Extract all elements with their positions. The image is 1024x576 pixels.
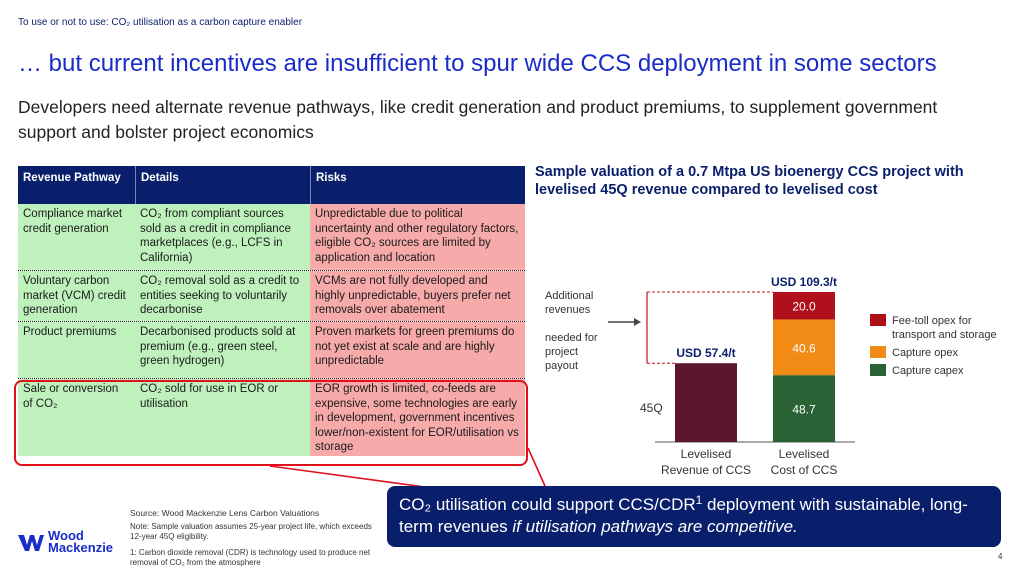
- revenue-series-label: 45Q: [640, 401, 663, 415]
- header-risks: Risks: [310, 166, 525, 204]
- slide-subhead: Developers need alternate revenue pathwa…: [18, 97, 938, 142]
- legend-swatch: [870, 346, 886, 358]
- callout-text-b: deployment with sustainable, long-term r…: [399, 495, 968, 536]
- total-label: USD 57.4/t: [676, 346, 735, 360]
- cell-risks: EOR growth is limited, co-feeds are expe…: [310, 379, 525, 456]
- legend-label: Capture opex: [892, 347, 959, 359]
- cell-details: CO₂ from compliant sources sold as a cre…: [135, 204, 310, 270]
- source-note: Source: Wood Mackenzie Lens Carbon Valua…: [130, 508, 320, 518]
- annotation-bottom: needed for: [545, 332, 598, 344]
- page-number: 4: [998, 552, 1003, 561]
- cell-risks: Proven markets for green premiums do not…: [310, 322, 525, 378]
- bar-segment: [773, 319, 835, 376]
- category-label: Cost of CCS: [771, 463, 838, 477]
- cell-risks: VCMs are not fully developed and highly …: [310, 271, 525, 321]
- data-label: 20.0: [792, 300, 816, 314]
- bar-segment: [773, 292, 835, 320]
- legend-swatch: [870, 314, 886, 326]
- slide-headline: … but current incentives are insufficien…: [18, 50, 937, 77]
- cell-pathway: Product premiums: [18, 322, 135, 378]
- cell-details: CO₂ sold for use in EOR or utilisation: [135, 379, 310, 456]
- annotation-top: revenues: [545, 304, 591, 316]
- cell-risks: Unpredictable due to political uncertain…: [310, 204, 525, 270]
- table-row: Product premiums Decarbonised products s…: [18, 322, 525, 379]
- wood-mackenzie-logo: Wood Mackenzie: [18, 528, 114, 555]
- category-label: Levelised: [779, 447, 830, 461]
- total-label: USD 109.3/t: [771, 275, 837, 289]
- table-header-row: Revenue Pathway Details Risks: [18, 166, 525, 204]
- cell-pathway: Compliance market credit generation: [18, 204, 135, 270]
- header-details: Details: [135, 166, 310, 204]
- header-revenue-pathway: Revenue Pathway: [18, 166, 135, 204]
- annotation-bottom: project: [545, 346, 578, 358]
- legend-label: transport and storage: [892, 329, 997, 341]
- category-label: Revenue of CCS: [661, 463, 751, 477]
- annotation-arrowhead: [634, 318, 641, 326]
- table-row: Compliance market credit generation CO₂ …: [18, 204, 525, 271]
- footnote: 1: Carbon dioxide removal (CDR) is techn…: [130, 548, 371, 567]
- cell-pathway: Voluntary carbon market (VCM) credit gen…: [18, 271, 135, 321]
- cell-details: Decarbonised products sold at premium (e…: [135, 322, 310, 378]
- chart-title: Sample valuation of a 0.7 Mtpa US bioene…: [535, 164, 964, 198]
- callout-sup: 1: [695, 493, 703, 508]
- cell-pathway: Sale or conversion of CO₂: [18, 379, 135, 456]
- callout-text-italic: if utilisation pathways are competitive.: [512, 517, 798, 536]
- bar-segment: [773, 375, 835, 442]
- legend-label: Fee-toll opex for: [892, 315, 972, 327]
- bar-segment: [675, 363, 737, 442]
- cell-details: CO₂ removal sold as a credit to entities…: [135, 271, 310, 321]
- valuation-note: Note: Sample valuation assumes 25-year p…: [130, 522, 372, 541]
- logo-line-2: Mackenzie: [48, 540, 114, 555]
- logo-wordmark: Wood Mackenzie: [48, 528, 114, 555]
- table-row: Voluntary carbon market (VCM) credit gen…: [18, 271, 525, 322]
- annotation-bottom: payout: [545, 360, 578, 372]
- legend-label: Capture capex: [892, 365, 964, 377]
- valuation-chart: 48.7 40.6 20.0 USD 57.4/t USD 109.3/t 45Q Addi…: [545, 275, 997, 477]
- callout-text-a: CO₂ utilisation could support CCS/CDR: [399, 495, 696, 514]
- data-label: 40.6: [792, 341, 816, 355]
- callout-box: CO₂ utilisation could support CCS/CDR1 d…: [387, 486, 1001, 547]
- table-row: Sale or conversion of CO₂ CO₂ sold for u…: [18, 379, 525, 456]
- logo-line-1: Wood: [48, 528, 84, 543]
- legend-swatch: [870, 364, 886, 376]
- annotation-top: Additional: [545, 290, 593, 302]
- revenue-pathway-table: Revenue Pathway Details Risks Compliance…: [18, 166, 525, 456]
- data-label: 48.7: [792, 403, 816, 417]
- highlight-box: [14, 380, 528, 466]
- logo-mark-icon: [18, 535, 44, 551]
- slide-kicker: To use or not to use: CO₂ utilisation as…: [18, 17, 303, 28]
- category-label: Levelised: [681, 447, 732, 461]
